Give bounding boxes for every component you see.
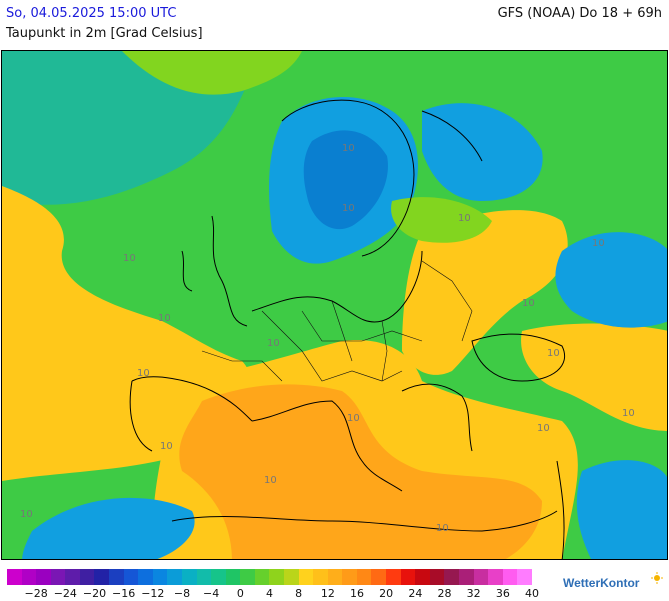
russia-dry-region (555, 232, 667, 328)
parameter-title: Taupunkt in 2m [Grad Celsius] (6, 26, 203, 41)
borders (201, 260, 473, 382)
legend-swatch (488, 569, 503, 585)
contour-label: 10 (537, 423, 550, 434)
legend-swatch (502, 569, 518, 585)
legend-swatch (94, 569, 110, 585)
legend-swatch (181, 569, 197, 585)
legend-swatch (123, 569, 139, 585)
legend-swatch (283, 569, 299, 585)
sun-icon (651, 572, 663, 584)
legend-label: 8 (295, 587, 303, 600)
contour-label: 10 (267, 338, 280, 349)
contour-label: 10 (458, 213, 471, 224)
legend-swatch (36, 569, 51, 585)
legend-label: 36 (495, 587, 510, 600)
legend-swatch (517, 569, 532, 585)
contour-label: 10 (592, 238, 605, 249)
contour-label: 10 (20, 509, 33, 520)
legend-swatch (458, 569, 474, 585)
legend-swatch (109, 569, 124, 585)
legend-swatch (444, 569, 459, 585)
dewpoint-map: 10 10 10 10 10 10 10 10 10 10 10 10 10 1… (1, 50, 668, 560)
contour-label: 10 (137, 368, 150, 379)
legend-label: −24 (53, 587, 77, 600)
legend-label: 12 (320, 587, 335, 600)
contour-label: 10 (622, 408, 635, 419)
legend-swatch (473, 569, 489, 585)
north-sea-lime-band (391, 197, 492, 243)
scandinavia-driest-core (303, 130, 388, 230)
legend-label: −20 (82, 587, 107, 600)
northeast-dry-region (422, 103, 543, 201)
contour-label: 10 (347, 413, 360, 424)
color-scale-labels: −28 −24 −20 −16 −12 −8 −4 0 4 8 12 16 20 24 28 32 36 40 (7, 587, 539, 601)
contour-label: 10 (160, 441, 173, 452)
legend-label: −16 (112, 587, 136, 600)
legend-swatch (429, 569, 445, 585)
contour-label: 10 (436, 523, 449, 534)
legend-swatch (196, 569, 212, 585)
north-atlantic-lime-band (122, 51, 302, 95)
legend-swatch (342, 569, 357, 585)
contour-label: 10 (158, 313, 171, 324)
east-europe-warm-band (402, 210, 568, 375)
contour-label: 10 (264, 475, 277, 486)
legend-label: 16 (350, 587, 364, 600)
legend-label: 40 (525, 587, 539, 600)
legend-label: 32 (466, 587, 481, 600)
legend-label: −28 (24, 587, 48, 600)
legend-label: 24 (408, 587, 423, 600)
legend-swatch (167, 569, 182, 585)
legend-swatch (211, 569, 226, 585)
contour-label: 10 (342, 143, 355, 154)
contour-label: 10 (123, 253, 136, 264)
legend-swatch (386, 569, 401, 585)
legend-label: −12 (141, 587, 165, 600)
middle-east-dry-region (576, 460, 667, 559)
legend-label: −4 (203, 587, 220, 600)
legend-swatch (21, 569, 37, 585)
contour-label: 10 (522, 298, 535, 309)
color-scale (7, 569, 532, 585)
legend-label: −8 (173, 587, 191, 600)
legend-swatch (415, 569, 430, 585)
legend-swatch (371, 569, 387, 585)
map-canvas: 10 10 10 10 10 10 10 10 10 10 10 10 10 1… (2, 51, 667, 559)
legend-swatch (138, 569, 153, 585)
legend-swatch (225, 569, 241, 585)
sahara-dry-region (22, 497, 195, 559)
brand-logo: WetterKontor (563, 576, 640, 590)
contour-label: 10 (342, 203, 355, 214)
black-sea-warm-region (521, 323, 667, 431)
valid-time: So, 04.05.2025 15:00 UTC (6, 6, 177, 21)
coastlines (129, 99, 565, 559)
legend-swatch (254, 569, 270, 585)
legend-swatch (79, 569, 95, 585)
legend-label: 4 (266, 587, 273, 600)
legend-swatch (240, 569, 255, 585)
legend-swatch (50, 569, 66, 585)
legend-swatch (400, 569, 416, 585)
legend-label: 0 (236, 587, 244, 600)
legend-swatch (65, 569, 80, 585)
legend-label: 20 (379, 587, 394, 600)
legend-swatch (313, 569, 328, 585)
mediterranean-warmest-core (179, 384, 542, 559)
legend-swatch (152, 569, 168, 585)
legend-swatch (327, 569, 343, 585)
legend-label: 28 (437, 587, 452, 600)
model-run: GFS (NOAA) Do 18 + 69h (497, 6, 662, 21)
legend-swatch (7, 569, 22, 585)
contour-labels: 10 10 10 10 10 10 10 10 10 10 10 10 10 1… (20, 143, 635, 534)
legend-swatch (356, 569, 372, 585)
legend-swatch (269, 569, 284, 585)
contour-label: 10 (547, 348, 560, 359)
legend-swatch (298, 569, 314, 585)
